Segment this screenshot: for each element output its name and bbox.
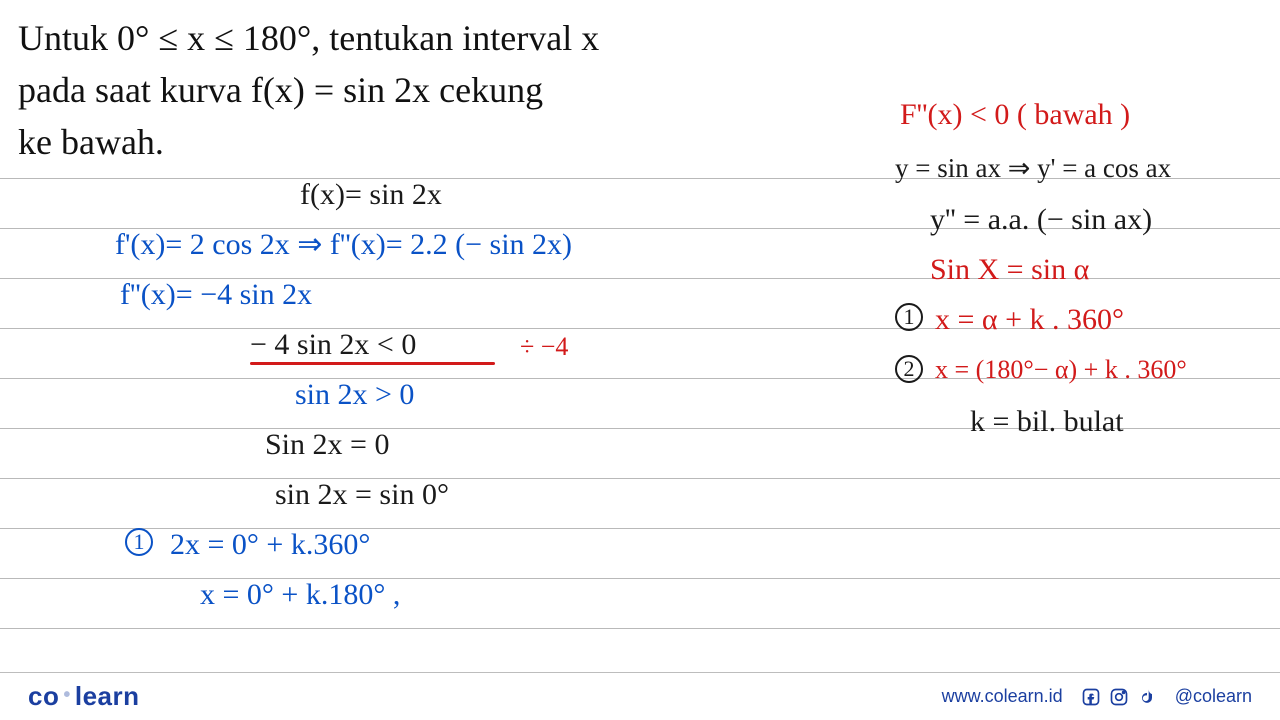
problem-line-3: ke bawah.	[18, 116, 838, 168]
step-1-circle: 1	[125, 528, 153, 556]
problem-line-1: Untuk 0° ≤ x ≤ 180°, tentukan interval x	[18, 12, 838, 64]
logo: co•learn	[28, 681, 140, 712]
work-x-eq: x = 0° + k.180° ,	[200, 580, 400, 610]
work-div-minus4: ÷ −4	[520, 334, 568, 360]
footer-right: www.colearn.id @colearn	[942, 686, 1252, 707]
note-sinx-sina: Sin X = sin α	[930, 255, 1089, 285]
note-circ-1: 1	[895, 303, 923, 331]
note-sol-2: x = (180°− α) + k . 360°	[935, 357, 1187, 383]
problem-text: Untuk 0° ≤ x ≤ 180°, tentukan interval x…	[18, 12, 838, 169]
note-sol-1: x = α + k . 360°	[935, 305, 1124, 335]
footer-handle: @colearn	[1175, 686, 1252, 707]
note-y-sinax: y = sin ax ⇒ y' = a cos ax	[895, 155, 1171, 182]
work-fx: f(x)= sin 2x	[300, 180, 442, 210]
logo-dot: •	[59, 684, 75, 706]
work-ineq: − 4 sin 2x < 0	[250, 330, 416, 360]
work-f2prime: f''(x)= −4 sin 2x	[120, 280, 312, 310]
logo-part-b: learn	[75, 681, 140, 711]
work-2x-eq: 2x = 0° + k.360°	[170, 530, 370, 560]
footer: co•learn www.colearn.id @colearn	[0, 672, 1280, 720]
work-sin2x-sin0: sin 2x = sin 0°	[275, 480, 449, 510]
social-icons	[1081, 687, 1157, 707]
note-f2-lt-0: F''(x) < 0 ( bawah )	[900, 100, 1130, 130]
work-sin2x-pos: sin 2x > 0	[295, 380, 414, 410]
instagram-icon	[1109, 687, 1129, 707]
work-fprime: f'(x)= 2 cos 2x ⇒ f''(x)= 2.2 (− sin 2x)	[115, 230, 572, 260]
work-sin2x-0: Sin 2x = 0	[265, 430, 389, 460]
footer-url: www.colearn.id	[942, 686, 1063, 707]
underline-red	[250, 362, 495, 365]
note-k-bulat: k = bil. bulat	[970, 407, 1124, 437]
note-circ-2: 2	[895, 355, 923, 383]
problem-line-2: pada saat kurva f(x) = sin 2x cekung	[18, 64, 838, 116]
note-y2: y'' = a.a. (− sin ax)	[930, 205, 1152, 235]
facebook-icon	[1081, 687, 1101, 707]
logo-part-a: co	[28, 681, 59, 711]
tiktok-icon	[1137, 687, 1157, 707]
